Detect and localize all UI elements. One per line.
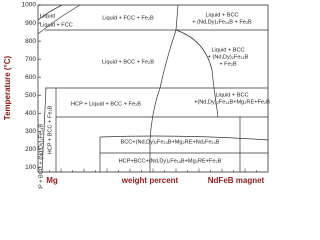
- region-label: Liquid + BCC: [215, 92, 248, 98]
- region-label: +(Nd,Dy)₂Fe₁₄B+Mg₂RE+Fe₂B: [194, 99, 270, 105]
- region-label: + Fe₂B: [219, 61, 237, 67]
- region-label: Liquid: [40, 13, 55, 19]
- region-label: HCP + BCC + (Nd,Dy)₂Fe₁₄B: [38, 124, 44, 189]
- x-end-label: NdFeB magnet: [208, 176, 265, 185]
- y-tick-label: 300: [25, 128, 36, 135]
- region-label: Liquid + BCC: [205, 12, 238, 18]
- y-tick-label: 400: [25, 110, 36, 117]
- region-label: Liquid + FCC + Fe₂B: [102, 15, 154, 21]
- y-tick-label: 900: [25, 20, 36, 27]
- x-minor-ticks: [49, 168, 257, 172]
- y-axis-label: Temperature (°C): [3, 55, 12, 120]
- region-label: HCP + BCC + Fe₂B: [47, 105, 53, 154]
- x-start-label: Mg: [46, 176, 58, 185]
- region-label: BCC+(Nd,Dy)₂Fe₁₄B+Mg₂RE+Nd₂Fe₁₄B: [121, 139, 220, 145]
- y-tick-label: 700: [25, 56, 36, 63]
- y-tick-label: 500: [25, 92, 36, 99]
- y-tick-label: 200: [25, 146, 36, 153]
- x-axis-label: weight percent: [121, 176, 179, 185]
- region-label: Liquid + BCC + Fe₂B: [102, 59, 154, 65]
- y-tick-label: 800: [25, 38, 36, 45]
- region-label: Liquid + BCC: [211, 47, 244, 53]
- chart: Mg weight percent NdFeB magnet Temperatu…: [3, 2, 270, 189]
- phase-boundaries: [37, 4, 269, 173]
- region-label: HCP + Liquid + BCC + Fe₂B: [71, 101, 141, 107]
- y-tick-label: 1000: [22, 2, 37, 9]
- region-label: + (Nd,Dy)₂Fe₁₄B: [208, 54, 249, 60]
- y-tick-label: 100: [25, 164, 36, 171]
- region-label: + (Nd,Dy)₂Fe₁₄B + Fe₂B: [192, 19, 252, 25]
- y-tick-label: 600: [25, 74, 36, 81]
- region-label: Liquid + FCC: [40, 22, 73, 28]
- region-label: HCP+BCC+(Nd,Dy)₂Fe₁₄B+Mg₂RE+Fe₂B: [119, 158, 222, 164]
